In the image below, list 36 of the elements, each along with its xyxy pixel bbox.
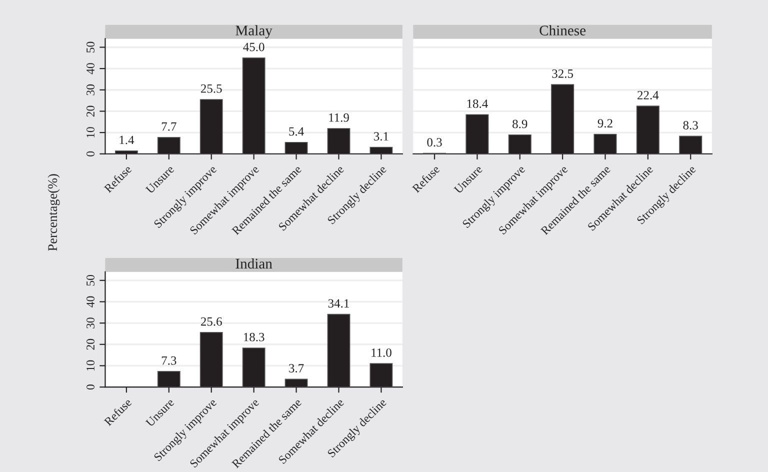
data-label: 8.9	[512, 120, 528, 128]
data-label: 18.4	[467, 99, 488, 108]
data-label: 3.7	[289, 364, 304, 372]
y-tick-label: 10	[86, 360, 94, 371]
data-label: 8.3	[683, 121, 698, 130]
data-label: 7.3	[162, 356, 176, 365]
y-tick-label: 10	[86, 127, 94, 138]
data-label: 45.0	[243, 42, 264, 52]
data-label: 34.1	[328, 299, 349, 308]
data-label: 22.4	[638, 90, 659, 100]
data-label: 1.4	[120, 136, 134, 144]
data-label: 7.7	[162, 122, 176, 131]
data-label: 5.4	[289, 127, 304, 136]
chart-title: Indian	[236, 258, 272, 269]
y-tick-label: 40	[86, 63, 94, 74]
y-tick-label: 50	[86, 274, 94, 286]
data-label: 11.9	[329, 113, 349, 122]
data-label: 25.6	[200, 317, 222, 326]
chart-title: Chinese	[540, 25, 586, 36]
data-label: 9.2	[598, 119, 612, 128]
data-label: 32.5	[552, 69, 574, 78]
y-tick-label: 30	[86, 318, 94, 328]
data-label: 18.3	[244, 332, 264, 342]
data-label: 11.0	[372, 348, 392, 357]
y-tick-label: 20	[86, 106, 94, 117]
y-tick-label: 20	[86, 338, 94, 350]
y-tick-label: 0	[86, 384, 94, 390]
data-label: 3.1	[374, 132, 388, 141]
y-tick-label: 50	[86, 42, 94, 52]
y-tick-label: 0	[86, 151, 94, 156]
data-label: 25.5	[200, 84, 222, 93]
y-tick-label: 40	[86, 296, 94, 308]
chart-title: Malay	[236, 25, 272, 38]
y-axis-title: Percentage(%)	[48, 174, 60, 251]
y-tick-label: 30	[86, 84, 94, 96]
data-label: 0.3	[427, 138, 442, 147]
